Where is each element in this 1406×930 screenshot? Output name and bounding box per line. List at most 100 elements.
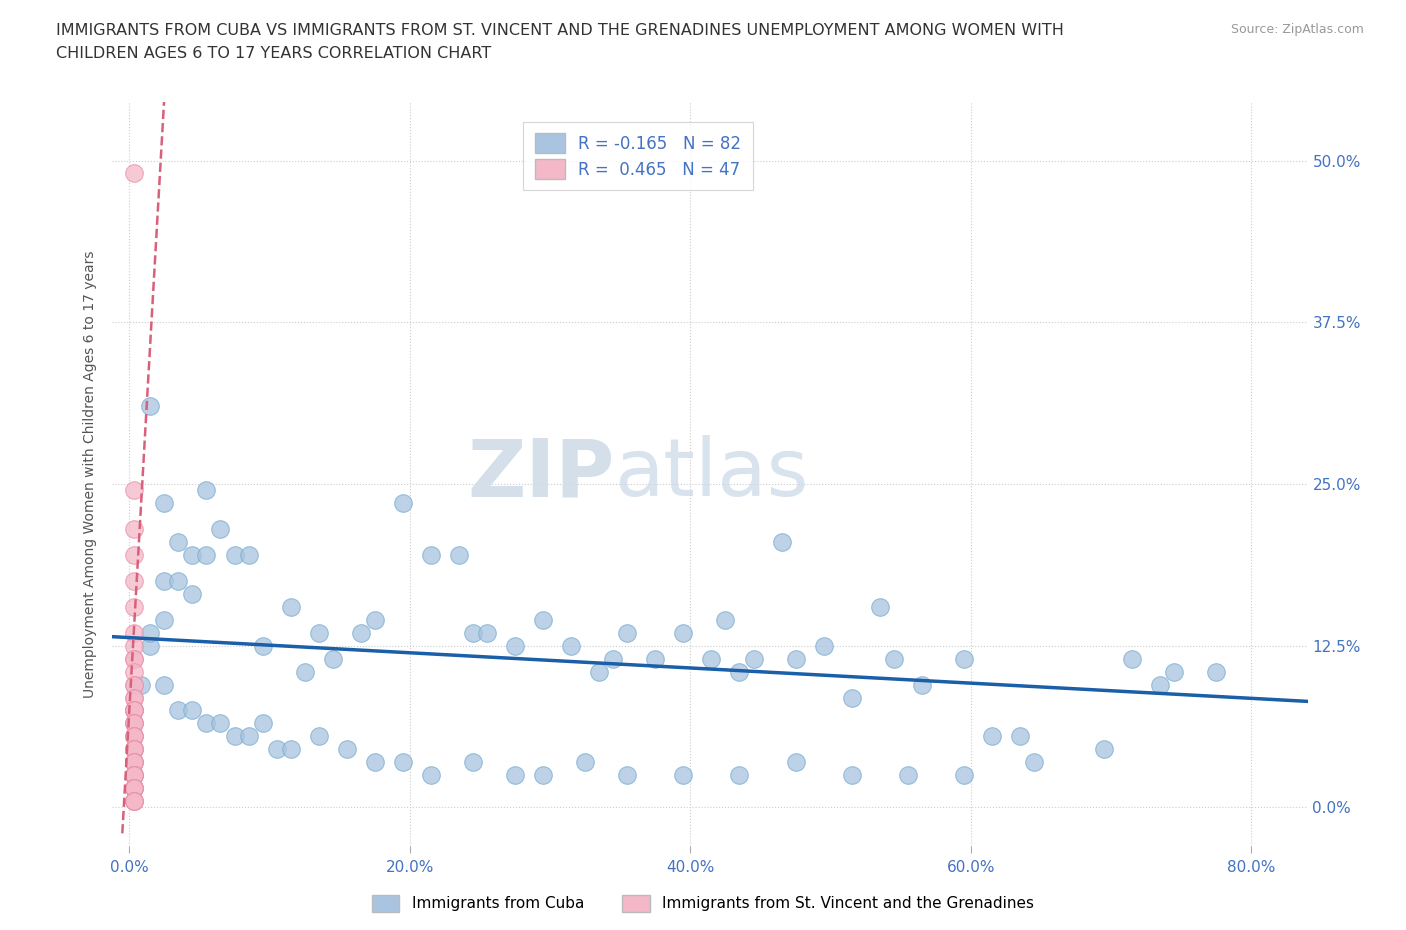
Point — [122, 703, 145, 718]
Point — [122, 677, 145, 692]
Point — [122, 522, 145, 537]
Point — [122, 548, 145, 563]
Point — [419, 548, 441, 563]
Point — [122, 755, 145, 770]
Point — [252, 638, 274, 653]
Point — [280, 600, 302, 615]
Point — [122, 600, 145, 615]
Point — [700, 651, 723, 666]
Point — [953, 651, 976, 666]
Point — [728, 767, 751, 782]
Point — [588, 664, 610, 679]
Point — [308, 625, 330, 640]
Point — [153, 677, 176, 692]
Point — [224, 548, 246, 563]
Point — [122, 742, 145, 757]
Point — [181, 703, 204, 718]
Point — [280, 742, 302, 757]
Point — [122, 767, 145, 782]
Point — [167, 535, 190, 550]
Point — [785, 755, 807, 770]
Point — [322, 651, 344, 666]
Point — [461, 755, 484, 770]
Legend: R = -0.165   N = 82, R =  0.465   N = 47: R = -0.165 N = 82, R = 0.465 N = 47 — [523, 122, 754, 191]
Point — [1121, 651, 1143, 666]
Point — [122, 767, 145, 782]
Point — [672, 625, 695, 640]
Point — [122, 755, 145, 770]
Point — [883, 651, 905, 666]
Text: atlas: atlas — [614, 435, 808, 513]
Point — [447, 548, 470, 563]
Point — [503, 767, 526, 782]
Point — [122, 703, 145, 718]
Point — [122, 690, 145, 705]
Point — [1205, 664, 1227, 679]
Point — [122, 166, 145, 181]
Point — [714, 613, 737, 628]
Point — [1008, 729, 1031, 744]
Point — [195, 483, 218, 498]
Text: IMMIGRANTS FROM CUBA VS IMMIGRANTS FROM ST. VINCENT AND THE GRENADINES UNEMPLOYM: IMMIGRANTS FROM CUBA VS IMMIGRANTS FROM … — [56, 23, 1064, 38]
Point — [129, 677, 152, 692]
Point — [122, 780, 145, 795]
Point — [122, 690, 145, 705]
Point — [616, 625, 638, 640]
Point — [574, 755, 596, 770]
Point — [616, 767, 638, 782]
Point — [122, 793, 145, 808]
Point — [195, 548, 218, 563]
Point — [139, 399, 162, 414]
Point — [122, 729, 145, 744]
Point — [503, 638, 526, 653]
Point — [869, 600, 891, 615]
Point — [122, 742, 145, 757]
Point — [841, 767, 863, 782]
Y-axis label: Unemployment Among Women with Children Ages 6 to 17 years: Unemployment Among Women with Children A… — [83, 250, 97, 698]
Point — [672, 767, 695, 782]
Point — [252, 716, 274, 731]
Point — [1092, 742, 1115, 757]
Point — [153, 613, 176, 628]
Point — [122, 793, 145, 808]
Point — [560, 638, 582, 653]
Point — [122, 729, 145, 744]
Point — [139, 625, 162, 640]
Point — [122, 729, 145, 744]
Point — [122, 574, 145, 589]
Point — [122, 780, 145, 795]
Point — [602, 651, 624, 666]
Point — [122, 638, 145, 653]
Point — [122, 716, 145, 731]
Point — [122, 793, 145, 808]
Point — [167, 703, 190, 718]
Point — [308, 729, 330, 744]
Point — [122, 677, 145, 692]
Point — [475, 625, 498, 640]
Point — [224, 729, 246, 744]
Point — [122, 651, 145, 666]
Point — [1163, 664, 1185, 679]
Point — [122, 793, 145, 808]
Point — [122, 767, 145, 782]
Point — [644, 651, 666, 666]
Point — [122, 767, 145, 782]
Point — [266, 742, 288, 757]
Point — [181, 548, 204, 563]
Point — [153, 574, 176, 589]
Point — [785, 651, 807, 666]
Legend: Immigrants from Cuba, Immigrants from St. Vincent and the Grenadines: Immigrants from Cuba, Immigrants from St… — [366, 889, 1040, 918]
Point — [122, 703, 145, 718]
Point — [122, 755, 145, 770]
Point — [122, 755, 145, 770]
Point — [392, 496, 415, 511]
Text: CHILDREN AGES 6 TO 17 YEARS CORRELATION CHART: CHILDREN AGES 6 TO 17 YEARS CORRELATION … — [56, 46, 492, 61]
Point — [364, 613, 387, 628]
Point — [419, 767, 441, 782]
Point — [122, 625, 145, 640]
Point — [122, 742, 145, 757]
Point — [153, 496, 176, 511]
Point — [238, 548, 260, 563]
Point — [953, 767, 976, 782]
Point — [195, 716, 218, 731]
